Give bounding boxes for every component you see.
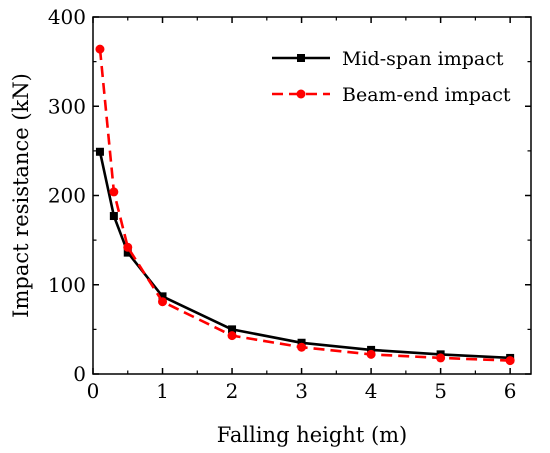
legend: Mid-span impact Beam-end impact — [272, 48, 511, 106]
y-tick-label: 0 — [73, 362, 86, 386]
data-point-circle — [436, 353, 446, 363]
data-point-square — [297, 54, 305, 62]
x-tick-label: 3 — [295, 379, 308, 403]
plot-area — [95, 44, 515, 366]
data-point-circle — [158, 297, 168, 307]
x-axis-title: Falling height (m) — [217, 423, 408, 447]
x-tick-label: 6 — [504, 379, 517, 403]
plot-frame — [92, 16, 532, 375]
data-point-circle — [296, 89, 306, 99]
data-point-circle — [366, 349, 376, 359]
x-tick-label: 0 — [87, 379, 100, 403]
data-point-square — [228, 325, 237, 334]
x-tick-label: 2 — [226, 379, 239, 403]
x-tick-label: 4 — [365, 379, 378, 403]
data-point-square — [158, 292, 167, 301]
series-line-0 — [98, 151, 511, 360]
data-point-circle — [505, 356, 515, 366]
legend-label: Beam-end impact — [342, 84, 511, 106]
y-axis-title: Impact resistance (kN) — [9, 73, 33, 318]
data-point-circle — [297, 342, 307, 352]
data-point-circle — [95, 44, 105, 54]
legend-label: Mid-span impact — [342, 48, 504, 70]
data-point-square — [109, 212, 118, 221]
y-tick-label: 400 — [48, 5, 86, 29]
data-point-square — [123, 248, 132, 257]
y-tick-label: 100 — [48, 273, 86, 297]
data-point-square — [95, 147, 104, 156]
axes: 0 1 2 3 4 5 6 0 100 200 300 400 — [48, 5, 532, 403]
data-point-circle — [109, 187, 119, 197]
data-point-circle — [123, 242, 133, 252]
y-tick-label: 300 — [48, 94, 86, 118]
x-tick-label: 5 — [434, 379, 447, 403]
data-point-circle — [227, 331, 237, 341]
x-tick-label: 1 — [156, 379, 169, 403]
y-tick-label: 200 — [48, 184, 86, 208]
